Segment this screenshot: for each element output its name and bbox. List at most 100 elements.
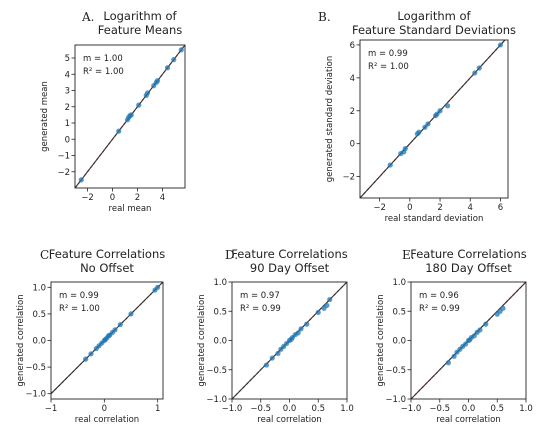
data-point [178,47,184,53]
data-point [155,284,161,290]
slope-annotation: m = 0.99 [368,49,408,59]
panel-letter: A. [81,10,94,24]
x-axis-label: real correlation [436,415,500,425]
plot-area [411,282,526,399]
x-tick-label: −0.5 [429,404,450,414]
y-tick-label: 3 [65,87,70,97]
x-tick-label: 2 [135,193,140,203]
y-tick-label: 1 [65,119,70,129]
x-tick-label: 6 [498,203,503,213]
data-point [304,321,310,327]
y-tick-label: −2 [57,168,70,178]
data-point [83,356,89,362]
chart-title-line: Feature Means [98,23,182,37]
data-point [422,124,428,130]
y-tick-label: −0.5 [206,366,227,376]
plot-area [75,45,185,188]
chart-title-line: 90 Day Offset [250,261,330,275]
data-point [154,78,161,84]
y-axis-label: generated standard deviation [325,56,335,183]
y-tick-label: 0.5 [213,307,227,317]
r2-annotation: R² = 1.00 [368,62,409,72]
data-point [327,296,333,303]
data-point [295,330,301,336]
data-point [402,146,408,152]
data-point [275,350,281,356]
data-point [78,177,84,183]
y-tick-label: −1.0 [206,395,227,405]
panel-letter: D. [225,248,238,262]
x-tick-label: 4 [468,203,473,213]
x-axis-label: real standard deviation [385,214,484,224]
chart-title-line: Logarithm of [103,9,177,23]
y-tick-label: 0 [65,135,70,145]
x-tick-label: 1.0 [340,404,354,414]
x-tick-label: 0.5 [490,404,504,414]
panel-letter: C. [40,248,53,262]
y-tick-label: 0.0 [392,337,406,347]
x-tick-label: 1.0 [519,404,533,414]
axes-frame [359,39,509,199]
data-point [476,65,482,71]
y-axis-label: generated correlation [16,294,26,386]
x-tick-label: 0 [102,404,107,414]
data-point [116,128,122,134]
plot-area [51,282,163,395]
y-axis-label: generated correlation [197,294,207,386]
chart-title-line: Feature Correlations [231,247,348,261]
data-point [500,305,506,311]
x-axis-label: real correlation [257,415,321,425]
x-tick-label: −1 [45,404,58,414]
chart-title-line: Feature Correlations [49,247,166,261]
data-point [434,111,440,117]
data-point [416,129,422,135]
chart-title-line: Feature Standard Deviations [352,23,516,37]
y-tick-label: 0.5 [392,307,406,317]
slope-annotation: m = 0.97 [240,291,280,301]
data-point [387,162,393,168]
data-point [128,112,134,118]
data-point [88,351,94,357]
panel-letter: B. [318,10,331,24]
y-tick-label: 0.5 [32,310,46,320]
y-tick-label: −0.5 [385,366,406,376]
data-point [269,355,275,361]
r2-annotation: R² = 0.99 [419,304,460,314]
y-tick-label: 0.0 [213,337,227,347]
y-tick-label: −1.0 [385,395,406,405]
y-tick-label: −1 [57,152,70,162]
slope-annotation: m = 0.96 [419,291,459,301]
y-tick-label: 1.0 [213,278,227,288]
x-tick-label: 0.5 [311,404,325,414]
r2-annotation: R² = 1.00 [59,304,100,314]
data-point [112,327,118,333]
y-tick-label: 2 [350,107,355,117]
plot-area [360,40,506,198]
chart-title-line: Feature Correlations [410,247,527,261]
x-tick-label: 2 [437,203,442,213]
x-tick-label: −0.5 [250,404,271,414]
data-point [425,121,431,127]
x-tick-label: 0 [110,193,115,203]
y-tick-label: 0 [350,140,355,150]
data-point [144,90,151,96]
y-tick-label: 0.0 [32,337,46,347]
chart-title-line: Logarithm of [397,9,471,23]
data-point [497,42,504,48]
data-point [472,70,478,76]
data-point [444,103,451,109]
data-point [477,327,483,333]
x-tick-label: 4 [160,193,165,203]
data-point [263,362,270,368]
axes-frame [74,44,186,189]
panel-letter: E. [402,248,415,262]
y-tick-label: 4 [65,70,70,80]
y-tick-label: 4 [350,74,355,84]
y-tick-label: −2 [342,173,355,183]
data-point [463,341,469,347]
x-tick-label: −1.0 [401,404,422,414]
